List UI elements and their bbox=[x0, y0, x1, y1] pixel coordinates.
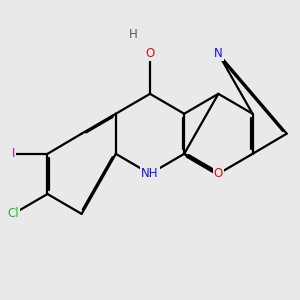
Text: N: N bbox=[214, 47, 223, 60]
Text: I: I bbox=[12, 147, 15, 161]
Text: Cl: Cl bbox=[8, 207, 19, 220]
Text: H: H bbox=[129, 28, 138, 41]
Text: NH: NH bbox=[141, 167, 159, 180]
Text: O: O bbox=[214, 167, 223, 180]
Text: O: O bbox=[146, 47, 154, 60]
